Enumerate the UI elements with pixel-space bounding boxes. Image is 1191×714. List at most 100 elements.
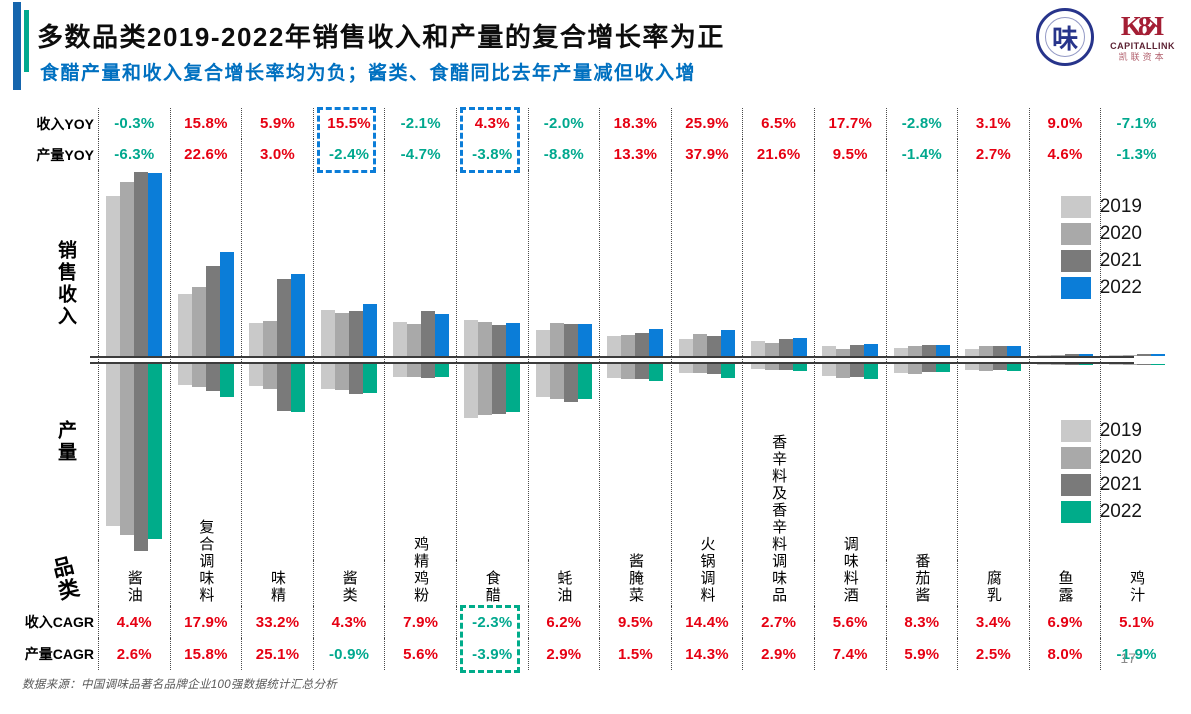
output-yoy-value: -2.4% bbox=[312, 139, 385, 170]
revenue-legend-swatch-2019 bbox=[1060, 196, 1091, 218]
output-bar-2020 bbox=[693, 364, 708, 373]
output-bar-2022 bbox=[1007, 364, 1022, 371]
income-yoy-value: 4.3% bbox=[455, 108, 528, 139]
output-bars bbox=[314, 364, 385, 560]
income-cagr-value: 8.3% bbox=[885, 606, 958, 638]
output-legend-item: 2021 bbox=[1060, 474, 1142, 496]
output-bar-2022 bbox=[148, 364, 163, 539]
revenue-bars bbox=[815, 170, 886, 356]
category-cell: 蚝油 bbox=[527, 560, 600, 606]
output-bars bbox=[171, 364, 242, 560]
output-bar-2019 bbox=[1037, 364, 1052, 365]
output-bar-2021 bbox=[277, 364, 292, 411]
output-legend-item: 2020 bbox=[1060, 447, 1142, 469]
income-yoy-value: 15.8% bbox=[169, 108, 242, 139]
output-bar-2022 bbox=[363, 364, 378, 393]
income-cagr-value: 5.6% bbox=[813, 606, 886, 638]
output-bar-2021 bbox=[492, 364, 507, 414]
income-cagr-value: 4.3% bbox=[312, 606, 385, 638]
income-yoy-value: -2.0% bbox=[527, 108, 600, 139]
revenue-bars bbox=[314, 170, 385, 356]
income-yoy-value: 25.9% bbox=[670, 108, 743, 139]
income-yoy-value: -2.1% bbox=[384, 108, 456, 139]
category-cell: 酱油 bbox=[98, 560, 170, 606]
revenue-bar-2019 bbox=[464, 320, 479, 356]
revenue-bar-2020 bbox=[764, 343, 779, 356]
revenue-bar-2021 bbox=[492, 325, 507, 356]
output-cagr-value: 7.4% bbox=[813, 638, 886, 670]
axis-gap bbox=[815, 356, 886, 364]
revenue-bar-2021 bbox=[420, 311, 435, 356]
output-bar-2020 bbox=[764, 364, 779, 370]
revenue-bar-2019 bbox=[249, 323, 264, 356]
output-bar-2022 bbox=[721, 364, 736, 378]
income-cagr-value: 9.5% bbox=[599, 606, 671, 638]
axis-gap bbox=[99, 356, 170, 364]
category-cell: 鸡汁 bbox=[1100, 560, 1172, 606]
income-cagr-row: 收入CAGR 4.4% 17.9% 33.2% 4.3% 7.9% -2.3% 6.2% 9.… bbox=[20, 606, 1172, 638]
income-cagr-value: -2.3% bbox=[455, 606, 528, 638]
output-bars bbox=[958, 364, 1029, 560]
income-yoy-value: 3.1% bbox=[957, 108, 1029, 139]
output-bar-2021 bbox=[707, 364, 722, 374]
revenue-bar-2020 bbox=[693, 334, 708, 356]
output-bar-2021 bbox=[420, 364, 435, 378]
capitallink-chinese-name: 凯联资本 bbox=[1118, 51, 1167, 62]
output-cagr-value: 2.9% bbox=[742, 638, 814, 670]
category-row: 品类 酱油 复合调味料 味精 酱类 鸡精鸡粉 食醋 蚝油 酱腌菜 火锅调料 香辛料及香辛料调味品调… bbox=[20, 434, 1172, 606]
chart-board: 收入YOY -0.3% 15.8% 5.9% 15.5% -2.1% 4.3% -2.0% 1… bbox=[20, 107, 1172, 673]
category-cell: 酱类 bbox=[312, 560, 385, 606]
output-axis-label: 产量 bbox=[55, 420, 76, 464]
revenue-bars bbox=[171, 170, 242, 356]
output-bars bbox=[385, 364, 456, 560]
revenue-bar-2022 bbox=[363, 304, 378, 356]
category-name: 酱油 bbox=[125, 570, 143, 604]
revenue-bars bbox=[1030, 170, 1101, 356]
output-cagr-value: -1.9% bbox=[1100, 638, 1172, 670]
output-bar-2019 bbox=[321, 364, 336, 389]
chart-column-3 bbox=[241, 170, 313, 560]
revenue-bars bbox=[600, 170, 671, 356]
output-legend-swatch-2020 bbox=[1060, 447, 1091, 469]
output-bar-2021 bbox=[563, 364, 578, 402]
output-bar-2022 bbox=[219, 364, 234, 397]
revenue-bar-2021 bbox=[921, 345, 936, 356]
category-cell: 食醋 bbox=[455, 560, 528, 606]
output-bar-2022 bbox=[577, 364, 592, 399]
output-bars bbox=[1101, 364, 1172, 560]
chart-column-13 bbox=[957, 170, 1029, 560]
revenue-bar-2020 bbox=[1051, 355, 1066, 356]
revenue-bar-2020 bbox=[406, 324, 421, 356]
output-bar-2021 bbox=[134, 364, 149, 551]
output-legend-item: 2019 bbox=[1060, 420, 1142, 442]
output-bar-2022 bbox=[864, 364, 879, 379]
category-name: 鸡精鸡粉 bbox=[412, 536, 430, 604]
revenue-bar-2022 bbox=[864, 344, 879, 356]
page-number: 17 bbox=[1120, 650, 1136, 666]
output-bar-2020 bbox=[1051, 364, 1066, 365]
category-cell: 调味料酒 bbox=[813, 536, 886, 606]
revenue-bar-2021 bbox=[778, 339, 793, 356]
output-bars bbox=[672, 364, 743, 560]
slide-title: 多数品类2019-2022年销售收入和产量的复合增长率为正 bbox=[37, 22, 725, 52]
revenue-bars bbox=[672, 170, 743, 356]
category-header-label: 品类 bbox=[47, 553, 82, 605]
mirrored-bar-chart: 销售收入 产量 2019 2020 2021 2022 2019 2020 2021 202… bbox=[20, 170, 1172, 560]
revenue-bar-2022 bbox=[434, 314, 449, 356]
output-yoy-value: -4.7% bbox=[384, 139, 456, 170]
revenue-bar-2020 bbox=[263, 321, 278, 356]
income-yoy-value: -2.8% bbox=[885, 108, 958, 139]
category-cell: 火锅调料 bbox=[670, 536, 743, 606]
output-bars bbox=[529, 364, 600, 560]
income-yoy-value: -7.1% bbox=[1100, 108, 1172, 139]
revenue-bar-2019 bbox=[893, 348, 908, 356]
output-yoy-value: 4.6% bbox=[1028, 139, 1101, 170]
revenue-bar-2020 bbox=[836, 349, 851, 356]
category-name: 鱼露 bbox=[1056, 570, 1074, 604]
revenue-bar-2022 bbox=[506, 323, 521, 356]
output-cagr-value: -0.9% bbox=[312, 638, 385, 670]
output-legend: 2019 2020 2021 2022 bbox=[1060, 420, 1142, 523]
output-cagr-value: -3.9% bbox=[455, 638, 528, 670]
income-yoy-value: 17.7% bbox=[813, 108, 886, 139]
